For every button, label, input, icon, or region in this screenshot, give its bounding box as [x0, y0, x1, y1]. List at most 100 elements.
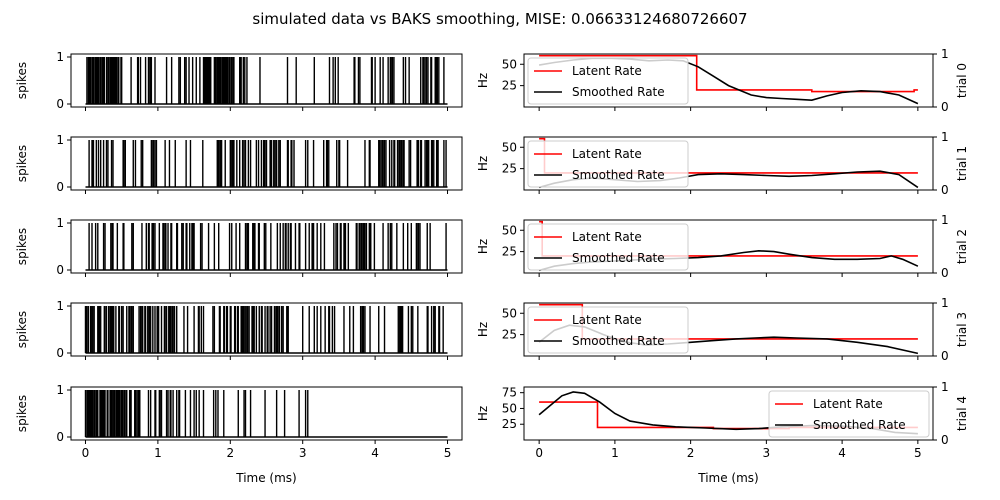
- rate-ytick-label: 25: [502, 417, 517, 431]
- rate-axis-label: Hz: [476, 322, 490, 337]
- trial-row-2: 0 1 spikes 25 50 Hz 0 1 trial 2 Latent Rate Smooth…: [15, 213, 969, 280]
- rate-xtick-label: 3: [763, 446, 771, 460]
- trial-label: trial 1: [955, 146, 969, 181]
- spike-xtick-label: 1: [154, 446, 162, 460]
- trial-row-0: 0 1 spikes 25 50 Hz 0 1 trial 0 Latent Rate Smooth…: [15, 47, 969, 114]
- legend-latent-label: Latent Rate: [572, 64, 642, 78]
- twin-ytick-label: 0: [941, 349, 949, 363]
- rate-ytick-label: 25: [502, 245, 517, 259]
- spike-xtick-label: 0: [82, 446, 90, 460]
- legend-smoothed-label: Smoothed Rate: [572, 334, 665, 348]
- rate-xtick-label: 2: [687, 446, 695, 460]
- rate-ytick-label: 50: [502, 57, 517, 71]
- twin-ytick-label: 1: [941, 213, 949, 227]
- spike-panel: 0 1 spikes: [15, 133, 463, 194]
- legend-latent-label: Latent Rate: [813, 397, 883, 411]
- spike-ytick-label: 1: [56, 216, 64, 230]
- rate-xtick-label: 0: [535, 446, 543, 460]
- twin-ytick-label: 1: [941, 47, 949, 61]
- latent-rate-line: [539, 54, 918, 93]
- rate-ytick-label: 50: [502, 140, 517, 154]
- legend-latent-label: Latent Rate: [572, 230, 642, 244]
- legend: Latent Rate Smoothed Rate: [527, 306, 689, 354]
- twin-ytick-label: 1: [941, 380, 949, 394]
- rate-xtick-label: 4: [838, 446, 846, 460]
- spike-ytick-label: 0: [56, 180, 64, 194]
- spikes-axis-label: spikes: [15, 228, 29, 265]
- rate-xtick-label: 1: [611, 446, 619, 460]
- spike-xtick-label: 5: [444, 446, 452, 460]
- legend: Latent Rate Smoothed Rate: [527, 140, 689, 188]
- trial-row-1: 0 1 spikes 25 50 Hz 0 1 trial 1 Latent Rate Smooth…: [15, 130, 969, 197]
- spike-ytick-label: 0: [56, 263, 64, 277]
- legend-latent-label: Latent Rate: [572, 313, 642, 327]
- spike-ytick-label: 0: [56, 430, 64, 444]
- spikes-axis-label: spikes: [15, 62, 29, 99]
- rate-panel: 25 50 Hz 0 1 trial 2 Latent Rate Smoothed Rate: [476, 213, 969, 280]
- twin-ytick-label: 1: [941, 296, 949, 310]
- spike-ytick-label: 0: [56, 97, 64, 111]
- rate-ytick-label: 50: [502, 401, 517, 415]
- rate-panel: 25 50 Hz 0 1 trial 3 Latent Rate Smoothed Rate: [476, 296, 969, 363]
- rate-ytick-label: 25: [502, 79, 517, 93]
- rate-ytick-label: 25: [502, 328, 517, 342]
- spike-ytick-label: 0: [56, 346, 64, 360]
- spikes-axis-label: spikes: [15, 395, 29, 432]
- trial-row-3: 0 1 spikes 25 50 Hz 0 1 trial 3 Latent Rate Smooth…: [15, 296, 969, 363]
- chart-title: simulated data vs BAKS smoothing, MISE: …: [252, 10, 747, 28]
- spike-ytick-label: 1: [56, 50, 64, 64]
- rate-ytick-label: 75: [502, 386, 517, 400]
- rate-ytick-label: 25: [502, 162, 517, 176]
- legend-box: [768, 390, 930, 438]
- twin-ytick-label: 0: [941, 433, 949, 447]
- spike-x-axis-label: Time (ms): [235, 471, 297, 485]
- spike-panel: 0 1 spikes: [15, 50, 463, 111]
- rate-axis-label: Hz: [476, 239, 490, 254]
- spike-xtick-label: 4: [371, 446, 379, 460]
- rate-axis-label: Hz: [476, 406, 490, 421]
- legend-box: [527, 140, 689, 188]
- rate-panel: 25 50 Hz 0 1 trial 1 Latent Rate Smoothed Rate: [476, 130, 969, 197]
- legend: Latent Rate Smoothed Rate: [527, 223, 689, 271]
- rate-axis-label: Hz: [476, 73, 490, 88]
- spike-axes-frame: [70, 386, 463, 441]
- spike-ytick-label: 1: [56, 383, 64, 397]
- trial-label: trial 2: [955, 229, 969, 264]
- twin-ytick-label: 0: [941, 100, 949, 114]
- legend-smoothed-label: Smoothed Rate: [572, 251, 665, 265]
- legend-smoothed-label: Smoothed Rate: [572, 85, 665, 99]
- spike-panel: 0 1 spikes: [15, 299, 463, 360]
- trial-label: trial 4: [955, 396, 969, 431]
- rate-ytick-label: 50: [502, 223, 517, 237]
- spikes-axis-label: spikes: [15, 145, 29, 182]
- spike-panel: 0 1 spikes 0 1 2 3 4 5 Time (ms): [15, 383, 463, 485]
- spike-axes-frame: [70, 302, 463, 357]
- rate-x-axis-label: Time (ms): [697, 471, 759, 485]
- spike-ytick-label: 1: [56, 133, 64, 147]
- legend: Latent Rate Smoothed Rate: [768, 390, 930, 438]
- twin-ytick-label: 0: [941, 183, 949, 197]
- spike-xtick-label: 2: [226, 446, 234, 460]
- legend-box: [527, 223, 689, 271]
- legend-box: [527, 57, 689, 105]
- rate-axis-label: Hz: [476, 156, 490, 171]
- twin-ytick-label: 1: [941, 130, 949, 144]
- legend: Latent Rate Smoothed Rate: [527, 57, 689, 105]
- rate-ytick-label: 50: [502, 306, 517, 320]
- spike-axes-frame: [70, 53, 463, 108]
- legend-smoothed-label: Smoothed Rate: [572, 168, 665, 182]
- rate-panel: 25 50 Hz 0 1 trial 0 Latent Rate Smoothed Rate: [476, 47, 969, 114]
- spike-xtick-label: 3: [299, 446, 307, 460]
- spike-ytick-label: 1: [56, 299, 64, 313]
- trial-label: trial 3: [955, 312, 969, 347]
- twin-ytick-label: 0: [941, 266, 949, 280]
- trial-label: trial 0: [955, 63, 969, 98]
- spikes-axis-label: spikes: [15, 311, 29, 348]
- legend-smoothed-label: Smoothed Rate: [813, 418, 906, 432]
- legend-box: [527, 306, 689, 354]
- rate-xtick-label: 5: [914, 446, 922, 460]
- legend-latent-label: Latent Rate: [572, 147, 642, 161]
- spike-panel: 0 1 spikes: [15, 216, 463, 277]
